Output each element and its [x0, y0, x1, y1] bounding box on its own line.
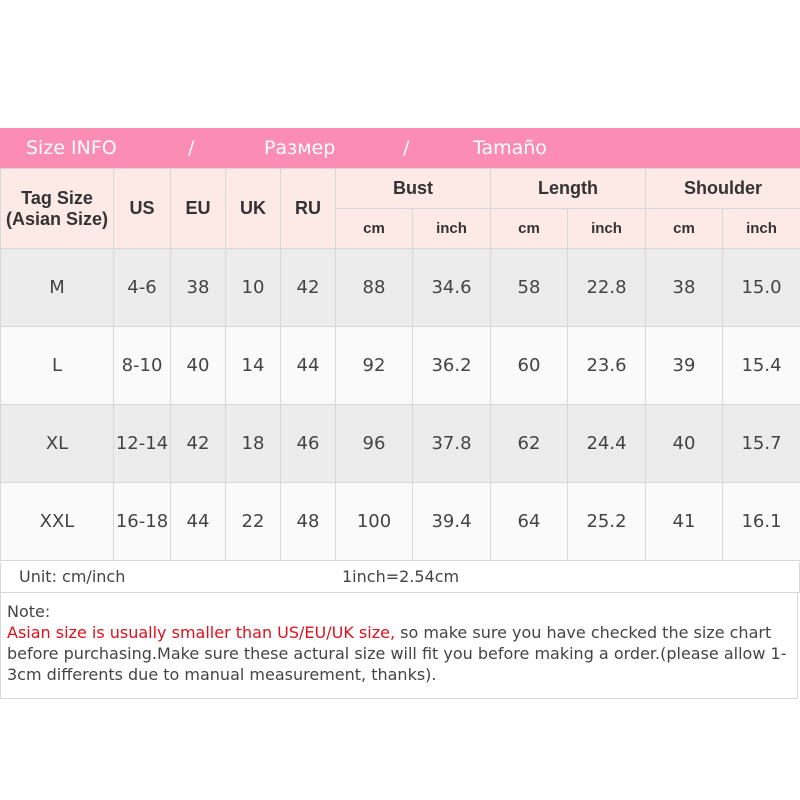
- table-cell: 15.4: [721, 326, 800, 405]
- table-cell: 36.2: [412, 326, 491, 405]
- table-cell: 8-10: [113, 326, 171, 405]
- table-cell: 44: [280, 326, 336, 405]
- banner-separator: /: [188, 137, 195, 159]
- unit-conversion: 1inch=2.54cm: [342, 567, 460, 586]
- header-inch: inch: [721, 208, 800, 249]
- table-cell: 12-14: [113, 404, 171, 483]
- table-cell: 38: [170, 248, 226, 327]
- table-cell: 4-6: [113, 248, 171, 327]
- banner-russian: Размер: [264, 137, 336, 159]
- table-cell: 18: [225, 404, 281, 483]
- banner-size-info: Size INFO: [26, 137, 117, 159]
- unit-row: Unit: cm/inch 1inch=2.54cm: [0, 562, 800, 593]
- table-cell: 40: [645, 404, 723, 483]
- note-title: Note:: [7, 602, 51, 621]
- table-cell: 60: [490, 326, 568, 405]
- table-cell: 25.2: [567, 482, 646, 561]
- table-cell: 37.8: [412, 404, 491, 483]
- header-ru: RU: [280, 168, 336, 249]
- header-uk: UK: [225, 168, 281, 249]
- table-row: XXL 16-18 44 22 48 100 39.4 64 25.2 41 16.1: [0, 482, 800, 561]
- table-cell: XL: [0, 404, 114, 483]
- table-cell: 44: [170, 482, 226, 561]
- size-info-banner: Size INFO / Размер / Tamaño: [0, 128, 800, 168]
- table-cell: L: [0, 326, 114, 405]
- note-text: so make sure you have checked the size c…: [7, 623, 787, 684]
- banner-spanish: Tamaño: [473, 137, 547, 159]
- header-length: Length: [490, 168, 646, 209]
- header-tag-size: Tag Size (Asian Size): [0, 168, 114, 249]
- note-box: Note: Asian size is usually smaller than…: [0, 593, 798, 699]
- table-cell: 16.1: [721, 482, 800, 561]
- table-cell: 48: [280, 482, 336, 561]
- table-cell: 34.6: [412, 248, 491, 327]
- table-cell: 38: [645, 248, 723, 327]
- table-cell: 39: [645, 326, 723, 405]
- table-cell: 40: [170, 326, 226, 405]
- table-cell: 62: [490, 404, 568, 483]
- note-warning: Asian size is usually smaller than US/EU…: [7, 623, 396, 642]
- table-row: L 8-10 40 14 44 92 36.2 60 23.6 39 15.4: [0, 326, 800, 405]
- table-cell: 100: [335, 482, 413, 561]
- table-cell: 58: [490, 248, 568, 327]
- table-row: M 4-6 38 10 42 88 34.6 58 22.8 38 15.0: [0, 248, 800, 327]
- table-cell: 41: [645, 482, 723, 561]
- header-bust: Bust: [335, 168, 491, 209]
- table-cell: 15.7: [721, 404, 800, 483]
- size-table: Tag Size (Asian Size) US EU UK RU Bust Le…: [0, 168, 800, 561]
- table-cell: 24.4: [567, 404, 646, 483]
- table-cell: XXL: [0, 482, 114, 561]
- table-cell: 22.8: [567, 248, 646, 327]
- unit-label: Unit: cm/inch: [19, 567, 126, 586]
- table-cell: 15.0: [721, 248, 800, 327]
- table-cell: 22: [225, 482, 281, 561]
- table-cell: 92: [335, 326, 413, 405]
- table-cell: 64: [490, 482, 568, 561]
- header-cm: cm: [490, 208, 568, 249]
- header-cm: cm: [335, 208, 413, 249]
- table-cell: 42: [170, 404, 226, 483]
- header-cm: cm: [645, 208, 723, 249]
- table-cell: 46: [280, 404, 336, 483]
- table-cell: 42: [280, 248, 336, 327]
- table-cell: 16-18: [113, 482, 171, 561]
- table-cell: 23.6: [567, 326, 646, 405]
- header-inch: inch: [412, 208, 491, 249]
- header-inch: inch: [567, 208, 646, 249]
- table-cell: M: [0, 248, 114, 327]
- table-cell: 88: [335, 248, 413, 327]
- banner-separator: /: [403, 137, 410, 159]
- table-cell: 10: [225, 248, 281, 327]
- table-cell: 39.4: [412, 482, 491, 561]
- header-eu: EU: [170, 168, 226, 249]
- table-cell: 96: [335, 404, 413, 483]
- table-cell: 14: [225, 326, 281, 405]
- table-row: XL 12-14 42 18 46 96 37.8 62 24.4 40 15.7: [0, 404, 800, 483]
- header-shoulder: Shoulder: [644, 168, 800, 209]
- header-us: US: [113, 168, 171, 249]
